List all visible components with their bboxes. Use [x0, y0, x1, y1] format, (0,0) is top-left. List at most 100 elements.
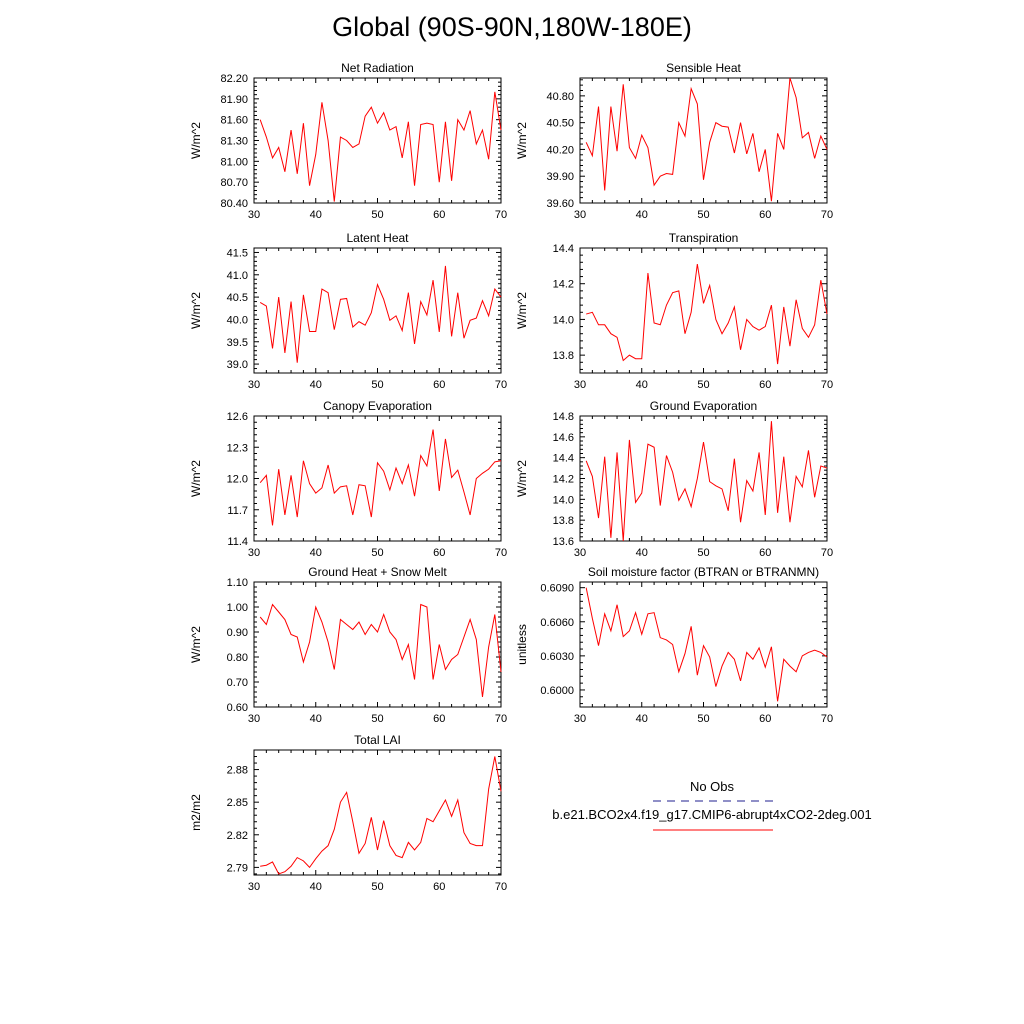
y-axis-label: unitless [515, 624, 529, 665]
y-tick-label: 0.70 [227, 677, 248, 689]
x-tick-label: 30 [574, 209, 586, 221]
x-tick-label: 40 [310, 881, 322, 893]
x-tick-label: 60 [433, 209, 445, 221]
y-tick-label: 1.10 [227, 577, 248, 589]
x-tick-label: 30 [248, 547, 260, 559]
y-tick-label: 14.0 [553, 494, 574, 506]
x-tick-label: 70 [495, 713, 507, 725]
y-tick-label: 40.0 [227, 314, 248, 326]
y-tick-label: 14.2 [553, 279, 574, 291]
y-tick-label: 40.5 [227, 292, 248, 304]
chart-panel-8: Total LAI m2/m2 30 40 50 60 70 2.79 2.82 2.85 2.88 [189, 733, 507, 893]
plot-frame [579, 77, 828, 204]
y-tick-label: 13.8 [553, 515, 574, 527]
y-axis-label: W/m^2 [189, 460, 203, 497]
plot-frame [579, 581, 828, 708]
y-tick-label: 14.8 [553, 411, 574, 423]
x-tick-label: 40 [310, 547, 322, 559]
x-tick-label: 70 [495, 881, 507, 893]
chart-title: Latent Heat [346, 231, 409, 245]
x-tick-label: 40 [636, 379, 648, 391]
y-tick-label: 2.82 [227, 830, 248, 842]
x-tick-label: 60 [433, 379, 445, 391]
y-tick-label: 81.60 [220, 115, 248, 127]
y-tick-label: 14.6 [553, 432, 574, 444]
y-tick-label: 0.80 [227, 652, 248, 664]
y-axis-label: W/m^2 [515, 460, 529, 497]
legend-obs-label: No Obs [689, 779, 735, 794]
y-tick-label: 1.00 [227, 602, 248, 614]
y-tick-label: 39.90 [546, 171, 574, 183]
y-tick-label: 0.6030 [540, 651, 574, 663]
chart-title: Soil moisture factor (BTRAN or BTRANMN) [588, 565, 819, 579]
chart-title: Ground Evaporation [650, 399, 757, 413]
y-tick-label: 80.40 [220, 198, 248, 210]
y-tick-label: 14.0 [553, 314, 574, 326]
x-tick-label: 60 [433, 547, 445, 559]
y-tick-label: 13.8 [553, 350, 574, 362]
chart-panel-2: Latent Heat W/m^2 30 40 50 60 70 39.0 39.5 40.0 40… [189, 231, 507, 391]
x-tick-label: 40 [310, 713, 322, 725]
y-tick-label: 11.4 [227, 536, 248, 548]
y-tick-label: 14.4 [553, 453, 574, 465]
chart-title: Net Radiation [341, 61, 414, 75]
x-tick-label: 50 [697, 713, 709, 725]
x-tick-label: 50 [697, 547, 709, 559]
plot-frame [253, 749, 502, 876]
y-tick-label: 80.70 [220, 177, 248, 189]
x-tick-label: 70 [821, 209, 833, 221]
y-tick-label: 81.30 [220, 136, 248, 148]
y-tick-label: 14.4 [553, 243, 574, 255]
plot-frame [253, 77, 502, 204]
chart-title: Ground Heat + Snow Melt [308, 565, 447, 579]
x-tick-label: 40 [636, 547, 648, 559]
series-line [585, 77, 828, 202]
x-tick-label: 60 [759, 547, 771, 559]
y-tick-label: 12.6 [227, 411, 248, 423]
x-tick-label: 50 [371, 881, 383, 893]
series-line [585, 587, 828, 702]
y-tick-label: 81.90 [220, 94, 248, 106]
legend-case-label: b.e21.BCO2x4.f19_g17.CMIP6-abrupt4xCO2-2… [552, 807, 872, 822]
y-axis-label: m2/m2 [189, 794, 203, 831]
x-tick-label: 60 [759, 713, 771, 725]
x-tick-label: 60 [759, 379, 771, 391]
x-tick-label: 30 [574, 379, 586, 391]
x-tick-label: 30 [574, 547, 586, 559]
x-tick-label: 70 [495, 547, 507, 559]
x-tick-label: 30 [248, 209, 260, 221]
y-tick-label: 0.60 [227, 702, 248, 714]
x-tick-label: 30 [574, 713, 586, 725]
y-tick-label: 41.5 [227, 247, 248, 259]
y-tick-label: 81.00 [220, 156, 248, 168]
x-tick-label: 40 [310, 379, 322, 391]
chart-panel-5: Ground Evaporation W/m^2 30 40 50 60 70 13.6 13.… [515, 399, 833, 559]
y-tick-label: 13.6 [553, 536, 574, 548]
x-tick-label: 30 [248, 881, 260, 893]
series-line [259, 91, 502, 202]
x-tick-label: 70 [821, 713, 833, 725]
y-axis-label: W/m^2 [189, 122, 203, 159]
chart-panel-3: Transpiration W/m^2 30 40 50 60 70 13.8 14.0 14.2… [515, 231, 833, 391]
x-tick-label: 70 [495, 209, 507, 221]
y-tick-label: 0.6060 [540, 617, 574, 629]
x-tick-label: 40 [636, 209, 648, 221]
x-tick-label: 40 [636, 713, 648, 725]
y-tick-label: 0.6000 [540, 685, 574, 697]
y-axis-label: W/m^2 [515, 122, 529, 159]
y-axis-label: W/m^2 [189, 292, 203, 329]
x-tick-label: 60 [759, 209, 771, 221]
y-tick-label: 12.0 [227, 474, 248, 486]
y-tick-label: 40.20 [546, 144, 574, 156]
y-axis-label: W/m^2 [515, 292, 529, 329]
y-tick-label: 39.60 [546, 198, 574, 210]
series-line [586, 263, 828, 365]
series-line [259, 603, 502, 698]
y-tick-label: 11.7 [227, 505, 248, 517]
plot-frame [579, 247, 828, 374]
x-tick-label: 50 [371, 209, 383, 221]
y-axis-label: W/m^2 [189, 626, 203, 663]
x-tick-label: 70 [821, 547, 833, 559]
chart-title: Canopy Evaporation [323, 399, 432, 413]
